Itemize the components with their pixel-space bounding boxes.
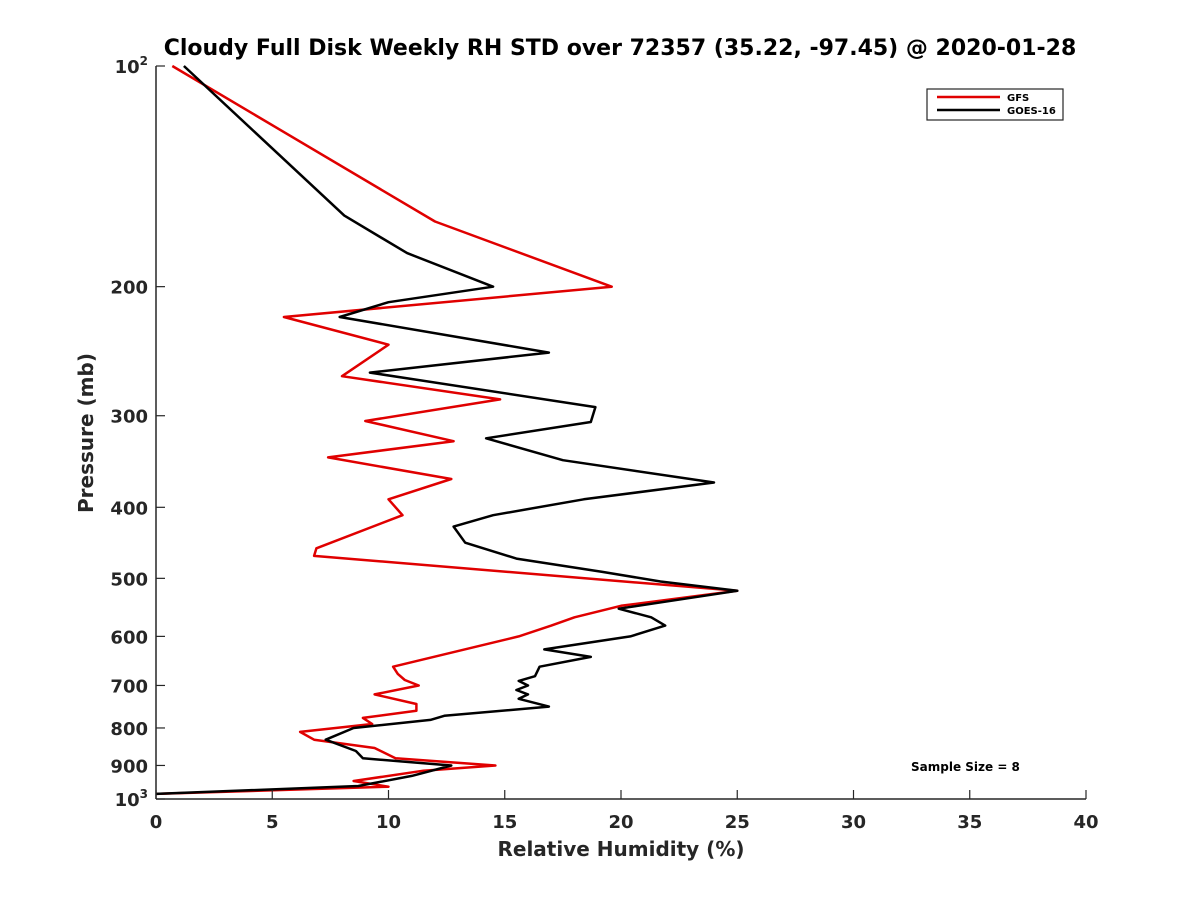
x-tick-label: 20 bbox=[608, 812, 633, 833]
x-tick-label: 15 bbox=[492, 812, 517, 833]
x-tick-label: 5 bbox=[266, 812, 279, 833]
y-tick-label: 200 bbox=[110, 278, 148, 299]
x-tick-label: 25 bbox=[725, 812, 750, 833]
y-tick-label: 500 bbox=[110, 569, 148, 590]
x-tick-label: 30 bbox=[841, 812, 866, 833]
y-tick-label: 103 bbox=[115, 787, 148, 811]
x-tick-label: 40 bbox=[1073, 812, 1098, 833]
chart-title: Cloudy Full Disk Weekly RH STD over 7235… bbox=[164, 36, 1077, 61]
x-tick-label: 10 bbox=[376, 812, 401, 833]
sample-size-annotation: Sample Size = 8 bbox=[911, 760, 1020, 774]
x-axis-label: Relative Humidity (%) bbox=[497, 837, 744, 861]
series-line-goes16 bbox=[155, 65, 739, 796]
y-ticks: 102 200 300 400 500 600 700 800 900 103 bbox=[110, 54, 165, 811]
y-tick-label: 300 bbox=[110, 407, 148, 428]
legend-label-goes16: GOES-16 bbox=[1007, 106, 1056, 117]
x-tick-label: 0 bbox=[150, 812, 163, 833]
series-layer bbox=[155, 64, 739, 796]
y-tick-label: 700 bbox=[110, 676, 148, 697]
legend-box bbox=[926, 88, 1064, 121]
y-tick-label: 800 bbox=[110, 719, 148, 740]
y-axis-label: Pressure (mb) bbox=[74, 353, 98, 513]
y-tick-label: 900 bbox=[110, 756, 148, 777]
legend: GFS GOES-16 bbox=[926, 88, 1064, 121]
plot-area bbox=[156, 66, 1086, 799]
x-tick-label: 35 bbox=[957, 812, 982, 833]
x-ticks: 0 5 10 15 20 25 30 35 40 bbox=[150, 790, 1099, 833]
y-tick-label: 600 bbox=[110, 627, 148, 648]
series-line-gfs bbox=[155, 64, 739, 796]
legend-label-gfs: GFS bbox=[1007, 93, 1029, 104]
y-tick-label: 102 bbox=[115, 54, 148, 78]
y-tick-label: 400 bbox=[110, 498, 148, 519]
